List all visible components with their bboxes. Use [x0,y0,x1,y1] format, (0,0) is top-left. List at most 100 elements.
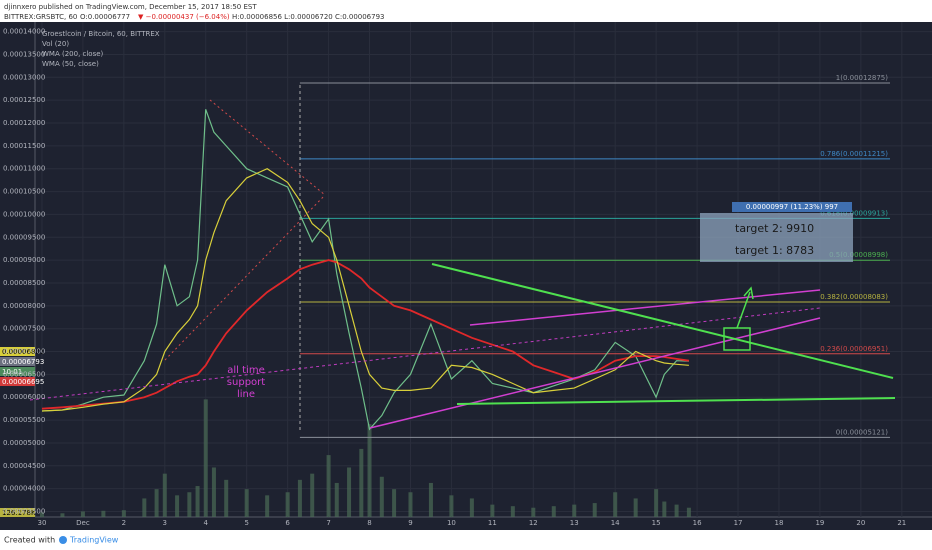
volume-bar [347,467,352,517]
x-tick-label: 13 [570,519,579,527]
y-tick-label: 0.00006500 [3,370,45,378]
x-tick-label: 20 [856,519,865,527]
tag-timer-label: 10:01 [2,368,22,376]
x-tick-label: 7 [326,519,330,527]
volume [39,399,691,517]
y-tick-label: 0.00007000 [3,348,45,356]
fib-label: 0.5(0.00008998) [829,251,888,259]
series-line [41,168,689,412]
volume-bar [162,473,167,517]
volume-bar [510,506,515,517]
volume-bar [211,467,216,517]
y-tick-label: 0.00013000 [3,73,45,81]
measure-label: 0.00000997 (11.23%) 997 [746,203,838,211]
volume-bar [674,504,679,517]
ticker: BITTREX:GRSBTC, 60 [4,13,77,21]
fib-label: 0.618(0.00009913) [820,209,888,217]
volume-bar [310,473,315,517]
fib-label: 0.382(0.00008083) [820,293,888,301]
x-tick-label: 30 [37,519,46,527]
published-line: djinnxero published on TradingView.com, … [4,3,257,11]
volume-bar [449,495,454,517]
x-tick-label: 8 [367,519,371,527]
open: O:0.00006777 [80,13,130,21]
y-tick-label: 0.00008000 [3,302,45,310]
y-tick-label: 0.00003500 [3,508,45,516]
hlc: H:0.00006856 L:0.00006720 C:0.00006793 [232,13,385,21]
support-note: all time [227,365,264,376]
footer-brand[interactable]: TradingView [69,536,119,545]
x-tick-label: 16 [693,519,702,527]
x-tick-label: 3 [163,519,167,527]
y-tick-label: 0.00013500 [3,50,45,58]
volume-bar [490,504,495,517]
x-tick-label: 17 [734,519,743,527]
dashed-trendline [164,194,326,361]
volume-bar [195,486,200,517]
volume-bar [469,498,474,517]
x-tick-label: Dec [76,519,90,527]
target-1: target 1: 8783 [735,244,814,257]
volume-bar [326,455,331,517]
volume-bar [175,495,180,517]
x-tick-label: 18 [775,519,784,527]
volume-bar [101,510,106,517]
fib-retracement: 1(0.00012875) 0.786(0.00011215) 0.618(0.00… [299,74,890,438]
y-tick-label: 0.00005500 [3,416,45,424]
arrow [736,291,751,329]
descending-trendline [431,263,894,379]
volume-bar [187,492,192,517]
y-tick-label: 0.00010500 [3,188,45,196]
volume-bar [633,498,638,517]
volume-bar [686,507,691,517]
legend-wma200: WMA (200, close) [42,50,104,58]
x-tick-label: 5 [244,519,248,527]
channel-lower [369,317,821,429]
change: ▼ −0.00000437 (−6.04%) [138,13,230,21]
y-tick-label: 0.00004500 [3,462,45,470]
x-tick-label: 21 [897,519,906,527]
y-tick-label: 0.00009000 [3,256,45,264]
legend-vol: Vol (20) [42,40,69,48]
volume-bar [572,504,577,517]
volume-bar [265,495,270,517]
x-tick-label: 4 [204,519,209,527]
tag-volume-label: 126.178K [2,509,36,517]
x-tick-label: 12 [529,519,538,527]
y-tick-label: 0.00010000 [3,210,45,218]
fib-label: 0.236(0.00006951) [820,345,888,353]
fib-label: 0.786(0.00011215) [820,150,888,158]
volume-bar [297,479,302,517]
tag-volume [0,508,35,517]
y-tick-label: 0.00008500 [3,279,45,287]
y-tick-label: 0.00006000 [3,393,45,401]
y-tick-label: 0.00009500 [3,233,45,241]
footer [0,530,932,550]
volume-bar [285,492,290,517]
y-tick-label: 0.00012500 [3,96,45,104]
x-tick-label: 6 [285,519,290,527]
volume-bar [662,501,667,517]
volume-bar [359,448,364,517]
channel-upper [469,289,821,326]
volume-bar [244,489,249,517]
y-tick-label: 0.00011000 [3,165,45,173]
y-tick-label: 0.00011500 [3,142,45,150]
tag-close-label: 0.00006793 [2,358,44,366]
header-bar [0,0,932,22]
volume-bar [392,489,397,517]
volume-bar [613,492,618,517]
x-tick-label: 15 [652,519,661,527]
volume-bar [142,498,147,517]
volume-bar [224,479,229,517]
tag-wma50 [0,347,35,356]
tag-close [0,357,35,366]
tag-wma50-label: 0.00006801 [2,348,44,356]
y-tick-label: 0.00014000 [3,28,45,36]
arrow-head [743,286,754,300]
y-tick-label: 0.00005000 [3,439,45,447]
x-tick-label: 2 [122,519,126,527]
target-2: target 2: 9910 [735,222,814,235]
x-tick-label: 9 [408,519,412,527]
